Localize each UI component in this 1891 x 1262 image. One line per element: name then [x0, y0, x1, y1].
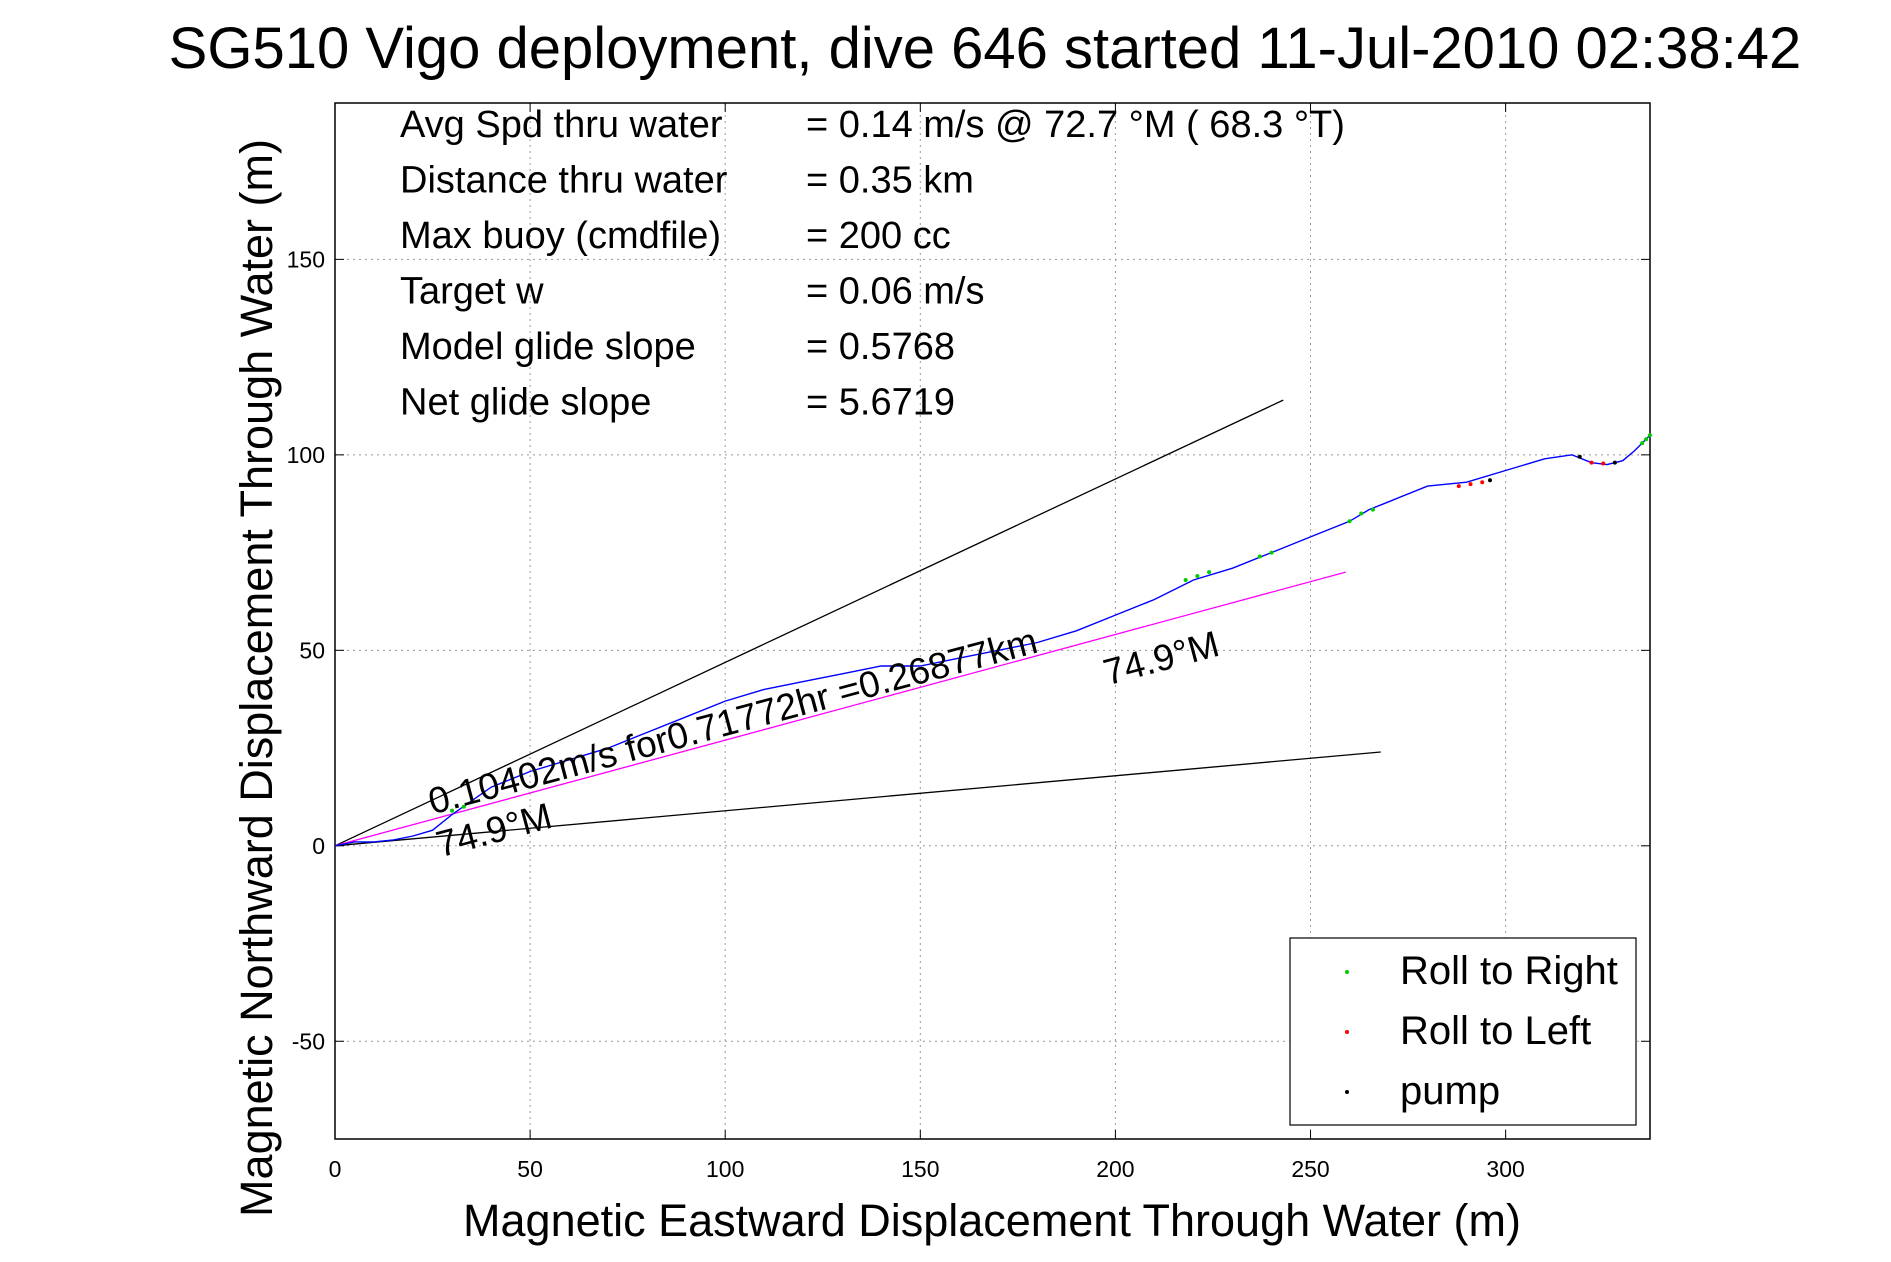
reference-line-lower-bound — [334, 751, 1381, 847]
info-label: Model glide slope — [400, 326, 696, 368]
info-box: Avg Spd thru water = 0.14 m/s @ 72.7 °M (… — [400, 104, 1345, 424]
roll-to-right-point — [1207, 570, 1212, 575]
info-value: = 200 cc — [806, 215, 951, 257]
annotations: 0.10402m/s for0.71772hr =0.26877km 74.9°M… — [424, 620, 1223, 865]
y-tick-label: 150 — [287, 246, 325, 272]
x-tick-label: 200 — [1096, 1156, 1134, 1182]
roll-to-right-point — [1195, 574, 1200, 579]
reference-line-current-direction — [334, 571, 1346, 847]
roll-to-left-point — [1456, 484, 1461, 489]
roll-to-right-point — [1183, 577, 1188, 582]
roll-to-left-point — [1468, 482, 1473, 487]
roll-to-right-point — [1359, 511, 1364, 516]
info-label: Avg Spd thru water — [400, 104, 723, 146]
pump-point — [1612, 460, 1617, 465]
y-axis-label: Magnetic Northward Displacement Through … — [231, 139, 282, 1217]
y-tick-label: -50 — [292, 1028, 325, 1054]
x-tick-label: 0 — [329, 1156, 342, 1182]
reference-lines — [334, 399, 1381, 847]
grid — [335, 103, 1650, 1139]
legend-label: Roll to Left — [1400, 1009, 1591, 1053]
info-label: Net glide slope — [400, 382, 651, 424]
legend-label: Roll to Right — [1400, 949, 1618, 993]
legend-marker — [1345, 1030, 1349, 1034]
roll-to-left-point — [1589, 460, 1594, 465]
info-label: Max buoy (cmdfile) — [400, 215, 721, 257]
roll-to-left-point — [1601, 461, 1606, 466]
x-axis-label: Magnetic Eastward Displacement Through W… — [463, 1195, 1521, 1246]
pump-point — [1577, 454, 1582, 459]
reference-line-upper-bound — [334, 399, 1284, 847]
legend: Roll to Right Roll to Left pump — [1289, 937, 1637, 1126]
x-tick-label: 250 — [1291, 1156, 1329, 1182]
legend-marker — [1345, 1090, 1349, 1094]
x-tick-label: 300 — [1486, 1156, 1524, 1182]
roll-to-right-point — [1347, 519, 1352, 524]
roll-to-right-point — [461, 804, 466, 809]
info-value: = 0.06 m/s — [806, 271, 984, 313]
y-ticks: -50 0 50 100 150 — [287, 246, 1650, 1054]
chart-title: SG510 Vigo deployment, dive 646 started … — [169, 16, 1802, 81]
x-tick-label: 50 — [517, 1156, 543, 1182]
series-layer — [334, 433, 1652, 847]
roll-to-right-point — [1269, 550, 1274, 555]
info-value: = 5.6719 — [806, 382, 955, 424]
legend-marker — [1345, 970, 1349, 974]
x-tick-label: 100 — [706, 1156, 744, 1182]
y-tick-label: 50 — [299, 637, 325, 663]
pump-point — [1488, 478, 1493, 483]
x-tick-label: 150 — [901, 1156, 939, 1182]
roll-to-left-point — [1480, 480, 1485, 485]
x-ticks: 0 50 100 150 200 250 300 — [329, 103, 1525, 1182]
info-label: Distance thru water — [400, 160, 728, 202]
track-line — [334, 434, 1651, 847]
roll-to-right-point — [1644, 437, 1649, 442]
info-label: Target w — [400, 271, 544, 313]
info-value: = 0.5768 — [806, 326, 955, 368]
roll-to-right-point — [1257, 554, 1262, 559]
roll-to-right-point — [1370, 507, 1375, 512]
y-tick-label: 100 — [287, 442, 325, 468]
info-value: = 0.35 km — [806, 160, 974, 202]
plot-area-frame — [334, 102, 1651, 1140]
legend-label: pump — [1400, 1069, 1500, 1113]
y-tick-label: 0 — [312, 833, 325, 859]
roll-to-right-point — [1640, 441, 1645, 446]
roll-to-right-point — [450, 808, 455, 813]
info-value: = 0.14 m/s @ 72.7 °M ( 68.3 °T) — [806, 104, 1345, 146]
roll-to-right-point — [1648, 433, 1652, 438]
